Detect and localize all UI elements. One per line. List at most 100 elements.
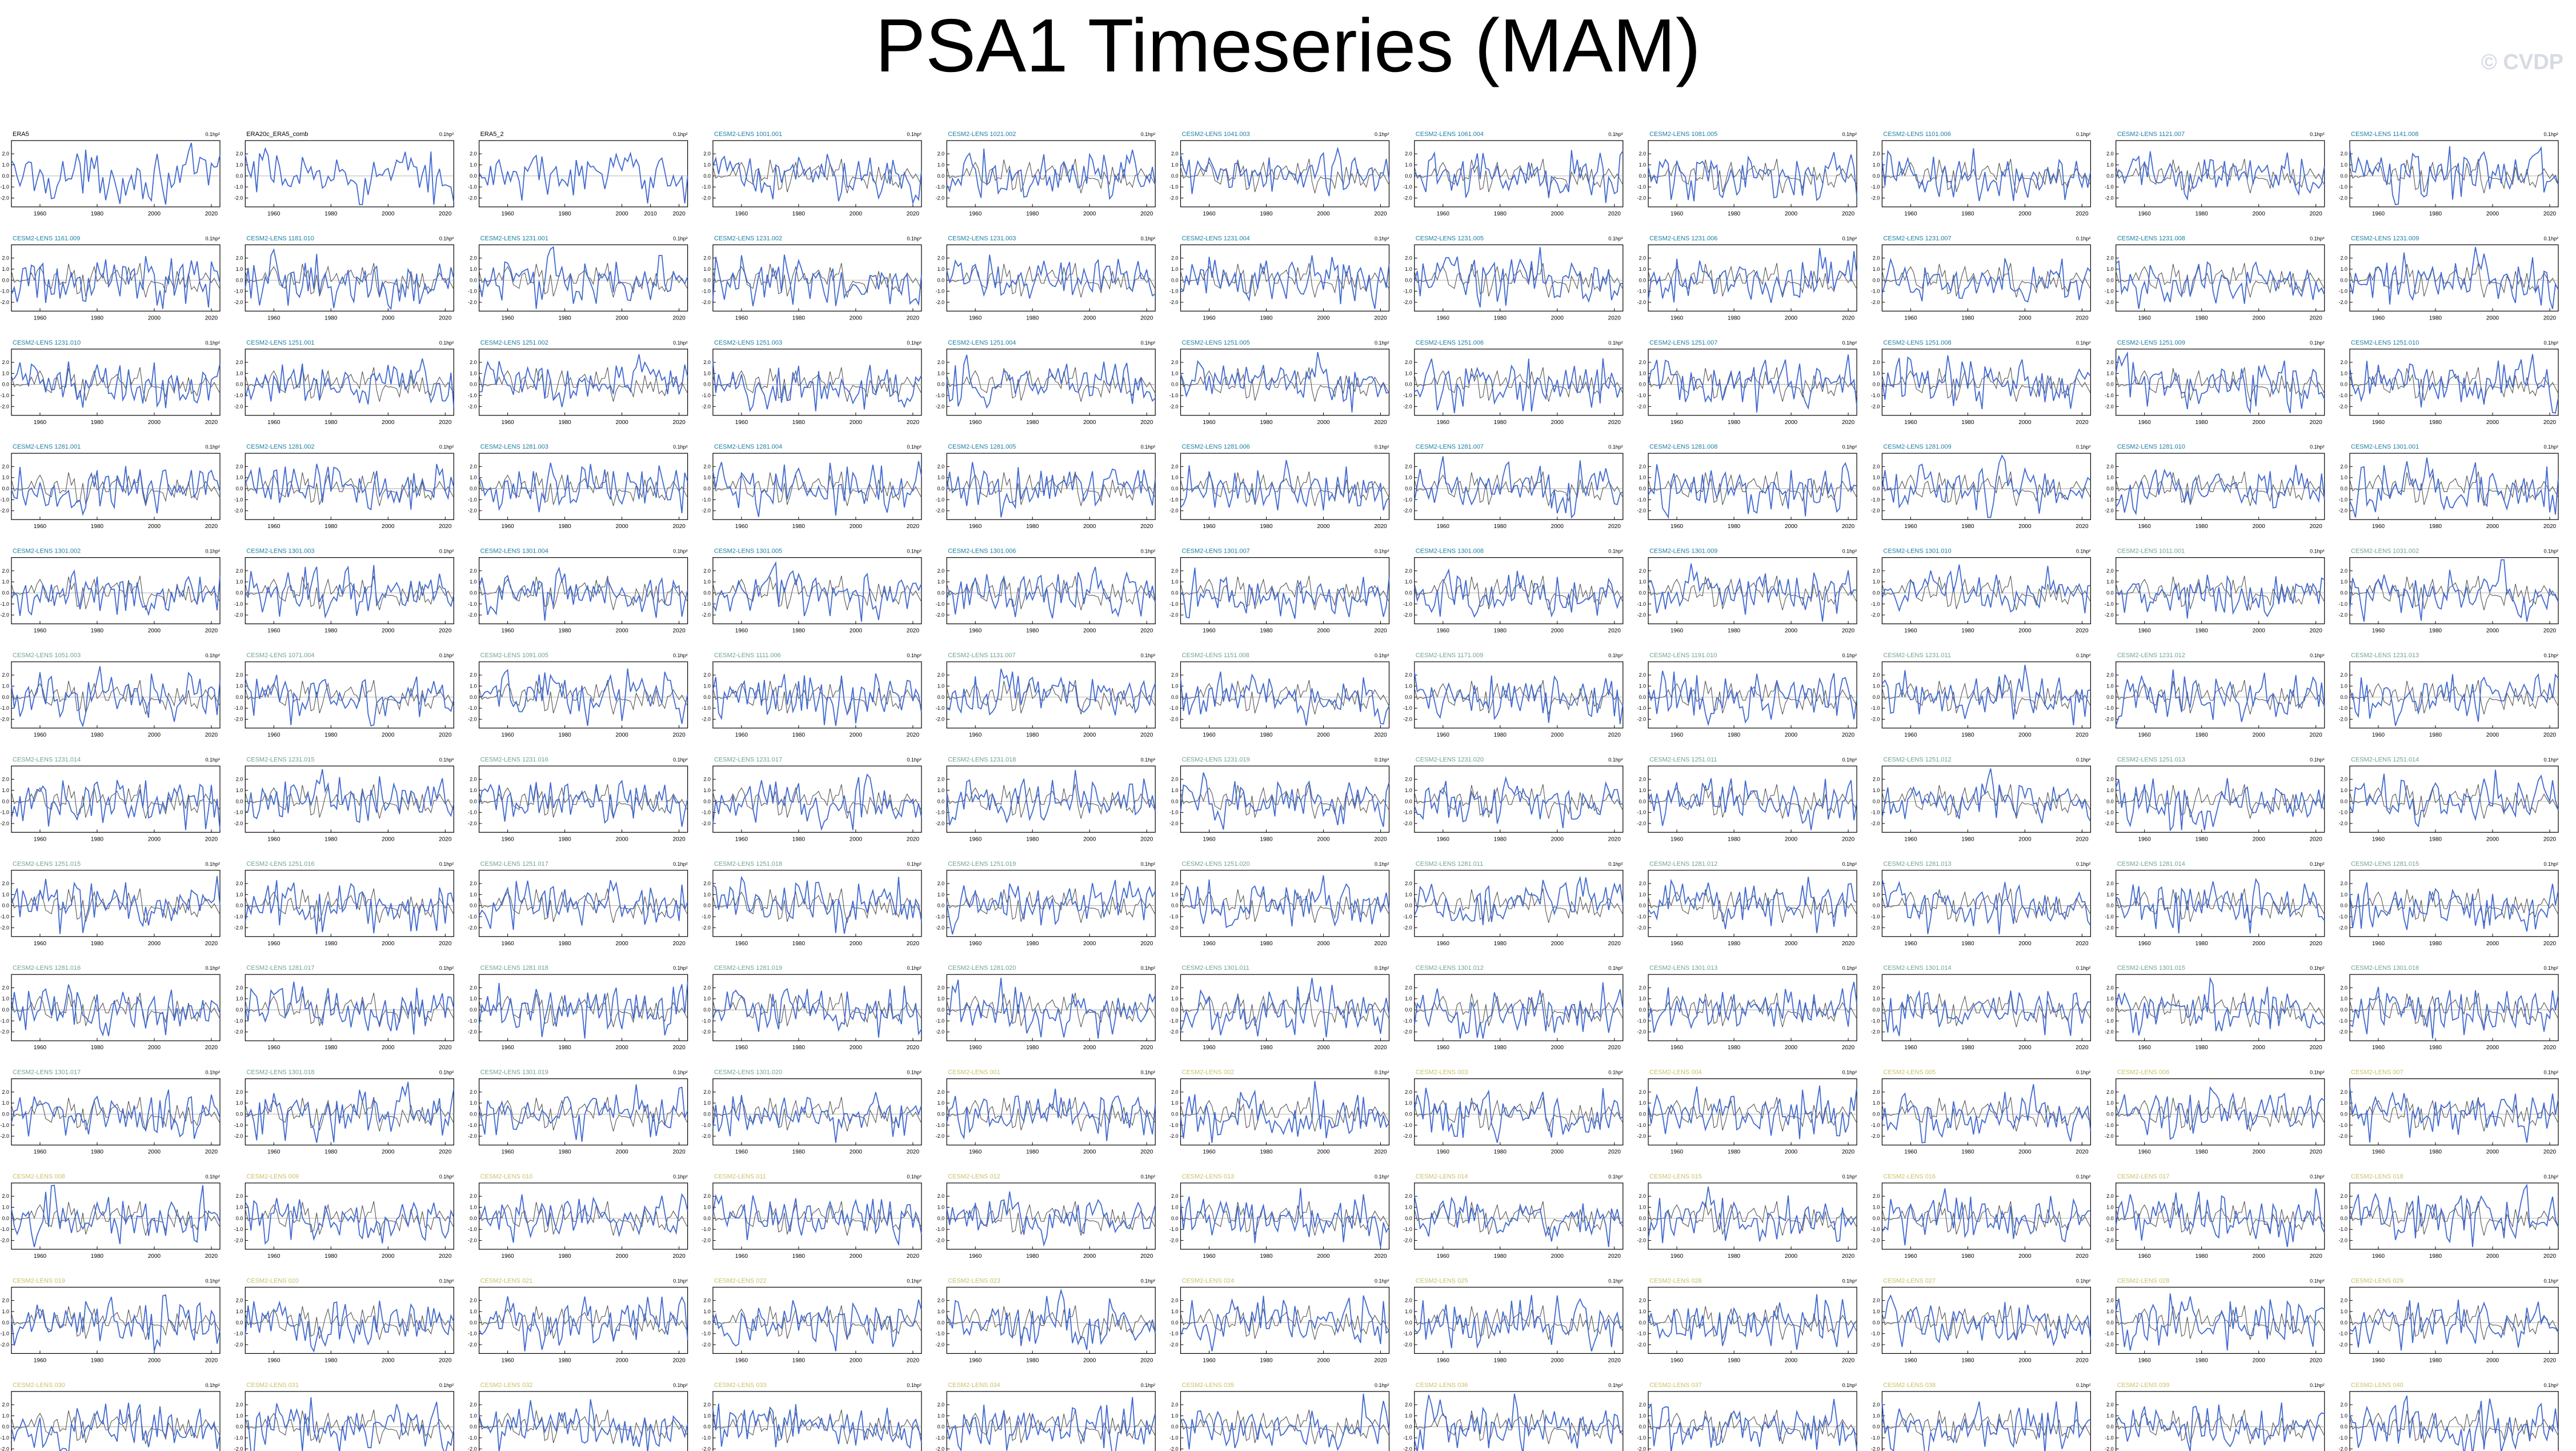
y-tick-label: -1.0 xyxy=(1871,1226,1880,1232)
y-tick-label: -1.0 xyxy=(1403,601,1412,607)
units-label: 0.1hp² xyxy=(673,131,688,137)
units-label: 0.1hp² xyxy=(2076,340,2091,346)
x-tick-label: 1980 xyxy=(91,419,104,426)
x-tick-label: 1960 xyxy=(735,836,748,842)
panel-title: CESM2-LENS 028 xyxy=(2117,1277,2170,1284)
y-tick-label: 1.0 xyxy=(1405,996,1412,1002)
timeseries-panel: CESM2-LENS 011 0.1hp²2.01.00.0-1.0-2.0196… xyxy=(702,1173,922,1260)
timeseries-panel: CESM2-LENS 1121.007 0.1hp²2.01.00.0-1.0-2… xyxy=(2105,131,2325,217)
y-tick-label: -1.0 xyxy=(2338,914,2347,920)
units-label: 0.1hp² xyxy=(205,444,220,450)
y-tick-label: 1.0 xyxy=(2,579,9,585)
x-tick-label: 2020 xyxy=(907,315,920,321)
units-label: 0.1hp² xyxy=(2310,861,2325,867)
units-label: 0.1hp² xyxy=(2543,757,2558,762)
x-tick-label: 2020 xyxy=(1842,1253,1855,1260)
obs-series-line xyxy=(1414,367,1624,402)
y-tick-label: 0.0 xyxy=(703,1111,711,1117)
y-tick-label: 0.0 xyxy=(1405,486,1412,491)
timeseries-panel: CESM2-LENS 020 0.1hp²2.01.00.0-1.0-2.0196… xyxy=(234,1277,455,1364)
x-tick-label: 1980 xyxy=(558,1149,571,1156)
timeseries-panel: CESM2-LENS 1151.008 0.1hp²2.01.00.0-1.0-2… xyxy=(1169,652,1390,738)
y-tick-label: 2.0 xyxy=(2106,359,2114,365)
y-tick-label: 2.0 xyxy=(470,777,477,782)
obs-series-line xyxy=(946,575,1156,610)
x-tick-label: 1960 xyxy=(1904,315,1917,321)
plot-frame xyxy=(1881,244,2091,311)
y-tick-label: -2.0 xyxy=(936,821,945,826)
x-tick-label: 1980 xyxy=(1494,419,1507,426)
obs-series-line xyxy=(1180,1201,1389,1236)
panel-title: CESM2-LENS 1231.014 xyxy=(13,756,81,763)
psa1-series-line xyxy=(1881,257,2092,303)
x-tick-label: 2000 xyxy=(2486,732,2499,738)
plot-frame xyxy=(1648,1286,1857,1354)
psa1-series-line xyxy=(2116,260,2325,309)
x-tick-label: 2020 xyxy=(1842,1149,1855,1156)
plot-frame xyxy=(1414,349,1624,416)
psa1-series-line xyxy=(2116,878,2325,934)
units-label: 0.1hp² xyxy=(1375,444,1389,450)
panel-title: CESM2-LENS 1281.005 xyxy=(948,443,1016,450)
y-tick-label: -2.0 xyxy=(1169,1029,1179,1035)
y-tick-label: -1.0 xyxy=(1871,184,1880,190)
x-tick-label: 2020 xyxy=(907,523,920,530)
y-tick-label: -1.0 xyxy=(1637,184,1646,190)
y-tick-label: 2.0 xyxy=(938,1298,945,1304)
timeseries-panel: CESM2-LENS 1281.018 0.1hp²2.01.00.0-1.0-2… xyxy=(468,965,688,1051)
y-tick-label: -2.0 xyxy=(0,1029,9,1035)
x-tick-label: 2000 xyxy=(1317,836,1330,842)
plot-frame xyxy=(712,765,922,833)
y-tick-label: 0.0 xyxy=(2,382,9,387)
y-tick-label: 1.0 xyxy=(1639,475,1646,481)
y-tick-label: -1.0 xyxy=(1169,184,1179,190)
y-tick-label: -1.0 xyxy=(1871,1122,1880,1128)
y-tick-label: -2.0 xyxy=(936,403,945,409)
plot-frame xyxy=(11,557,221,625)
y-tick-label: 0.0 xyxy=(1873,382,1880,387)
panel-title: CESM2-LENS 025 xyxy=(1416,1277,1468,1284)
y-tick-label: -1.0 xyxy=(1169,914,1179,920)
y-tick-label: -1.0 xyxy=(1637,914,1646,920)
y-tick-label: -2.0 xyxy=(468,1029,477,1035)
x-tick-label: 2000 xyxy=(2253,732,2266,738)
y-tick-label: 0.0 xyxy=(236,277,243,283)
panel-title: CESM2-LENS 1281.007 xyxy=(1416,443,1484,450)
y-tick-label: 2.0 xyxy=(470,151,477,157)
units-label: 0.1hp² xyxy=(673,1278,688,1284)
x-tick-label: 2020 xyxy=(2543,732,2557,738)
x-tick-label: 2020 xyxy=(439,1045,452,1051)
plot-frame xyxy=(1414,765,1624,833)
x-tick-label: 1980 xyxy=(1260,836,1273,842)
timeseries-panel: CESM2-LENS 1171.009 0.1hp²2.01.00.0-1.0-2… xyxy=(1403,652,1624,738)
units-label: 0.1hp² xyxy=(439,444,454,450)
psa1-series-line xyxy=(11,666,221,728)
y-tick-label: 1.0 xyxy=(2,1100,9,1106)
panel-title: CESM2-LENS 005 xyxy=(1883,1069,1936,1076)
y-tick-label: 2.0 xyxy=(1171,1089,1179,1095)
units-label: 0.1hp² xyxy=(205,549,220,554)
x-tick-label: 2000 xyxy=(2253,315,2266,321)
plot-frame xyxy=(11,1078,221,1146)
y-tick-label: 1.0 xyxy=(1171,892,1179,897)
plot-frame xyxy=(1648,244,1857,311)
x-tick-label: 2020 xyxy=(1608,1357,1621,1364)
x-tick-label: 1980 xyxy=(558,1253,571,1260)
plot-frame xyxy=(1180,1391,1390,1451)
units-label: 0.1hp² xyxy=(2076,1382,2091,1388)
y-tick-label: -2.0 xyxy=(1169,195,1179,201)
units-label: 0.1hp² xyxy=(1375,235,1389,241)
y-tick-label: -2.0 xyxy=(1169,821,1179,826)
x-tick-label: 2000 xyxy=(615,1045,628,1051)
panel-title: CESM2-LENS 1231.017 xyxy=(714,756,782,763)
obs-series-line xyxy=(1180,367,1389,402)
x-tick-label: 2000 xyxy=(148,732,161,738)
y-tick-label: 0.0 xyxy=(236,486,243,491)
y-tick-label: 1.0 xyxy=(236,1413,243,1418)
plot-frame xyxy=(11,1286,221,1354)
x-tick-label: 1960 xyxy=(1670,1045,1684,1051)
y-tick-label: 0.0 xyxy=(1873,1216,1880,1221)
y-tick-label: 2.0 xyxy=(1171,1193,1179,1199)
x-tick-label: 2020 xyxy=(1608,419,1621,426)
y-tick-label: -2.0 xyxy=(0,1238,9,1244)
